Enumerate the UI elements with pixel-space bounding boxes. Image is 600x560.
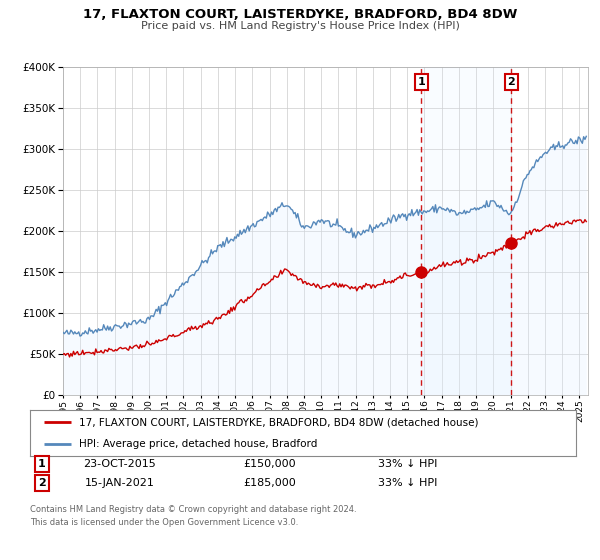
Text: 17, FLAXTON COURT, LAISTERDYKE, BRADFORD, BD4 8DW (detached house): 17, FLAXTON COURT, LAISTERDYKE, BRADFORD… — [79, 417, 479, 427]
Bar — [421, 67, 511, 395]
Text: 2: 2 — [508, 77, 515, 87]
Text: 1: 1 — [38, 459, 46, 469]
Text: Contains HM Land Registry data © Crown copyright and database right 2024.: Contains HM Land Registry data © Crown c… — [30, 505, 356, 514]
Text: HPI: Average price, detached house, Bradford: HPI: Average price, detached house, Brad… — [79, 440, 317, 450]
Text: 15-JAN-2021: 15-JAN-2021 — [85, 478, 155, 488]
Text: Price paid vs. HM Land Registry's House Price Index (HPI): Price paid vs. HM Land Registry's House … — [140, 21, 460, 31]
Text: 1: 1 — [418, 77, 425, 87]
Text: This data is licensed under the Open Government Licence v3.0.: This data is licensed under the Open Gov… — [30, 518, 298, 527]
Text: 23-OCT-2015: 23-OCT-2015 — [83, 459, 157, 469]
Text: 17, FLAXTON COURT, LAISTERDYKE, BRADFORD, BD4 8DW: 17, FLAXTON COURT, LAISTERDYKE, BRADFORD… — [83, 8, 517, 21]
Text: 33% ↓ HPI: 33% ↓ HPI — [379, 459, 437, 469]
Text: 2: 2 — [38, 478, 46, 488]
Text: £185,000: £185,000 — [244, 478, 296, 488]
Text: 33% ↓ HPI: 33% ↓ HPI — [379, 478, 437, 488]
Text: £150,000: £150,000 — [244, 459, 296, 469]
